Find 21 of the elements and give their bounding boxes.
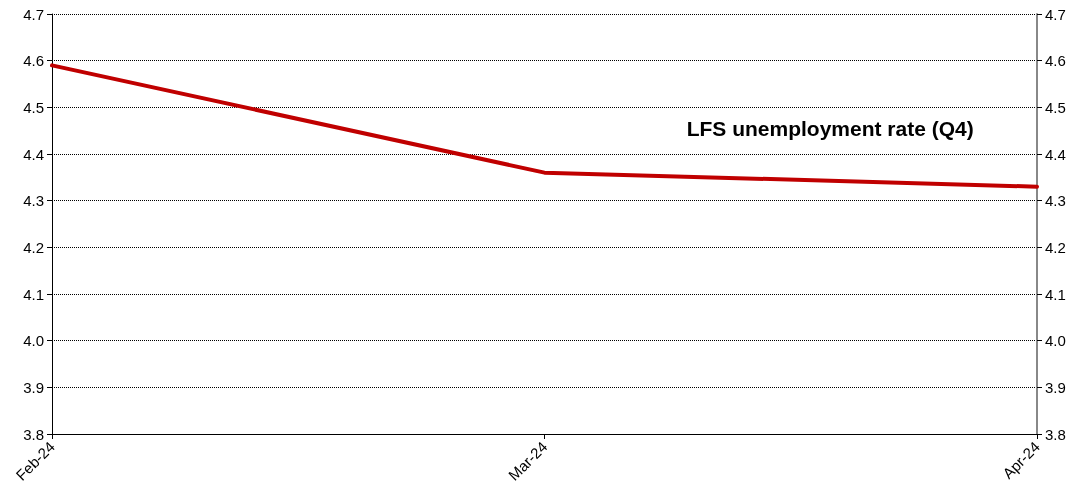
y2-tick-label: 4.6 bbox=[1045, 52, 1066, 70]
series-label: LFS unemployment rate (Q4) bbox=[686, 117, 974, 141]
y2-tick-label: 4.4 bbox=[1045, 145, 1066, 163]
y-tick-label: 4.5 bbox=[23, 98, 44, 116]
y2-tick-label: 3.8 bbox=[1045, 425, 1066, 443]
y-tick-label: 3.8 bbox=[23, 425, 44, 443]
y2-tick-label: 4.7 bbox=[1045, 5, 1066, 23]
y-tick-label: 3.9 bbox=[23, 378, 44, 396]
y-tick-label: 4.2 bbox=[23, 238, 44, 256]
y2-tick-label: 4.1 bbox=[1045, 285, 1066, 303]
y-tick-label: 4.6 bbox=[23, 52, 44, 70]
y2-tick-label: 4.2 bbox=[1045, 238, 1066, 256]
y2-tick-label: 4.0 bbox=[1045, 332, 1066, 350]
y2-tick-label: 3.9 bbox=[1045, 378, 1066, 396]
y-tick-label: 4.3 bbox=[23, 192, 44, 210]
y-tick-label: 4.1 bbox=[23, 285, 44, 303]
y-tick-label: 4.4 bbox=[23, 145, 44, 163]
y-tick-label: 4.7 bbox=[23, 5, 44, 23]
y-tick-label: 4.0 bbox=[23, 332, 44, 350]
y2-tick-label: 4.3 bbox=[1045, 192, 1066, 210]
y2-tick-label: 4.5 bbox=[1045, 98, 1066, 116]
